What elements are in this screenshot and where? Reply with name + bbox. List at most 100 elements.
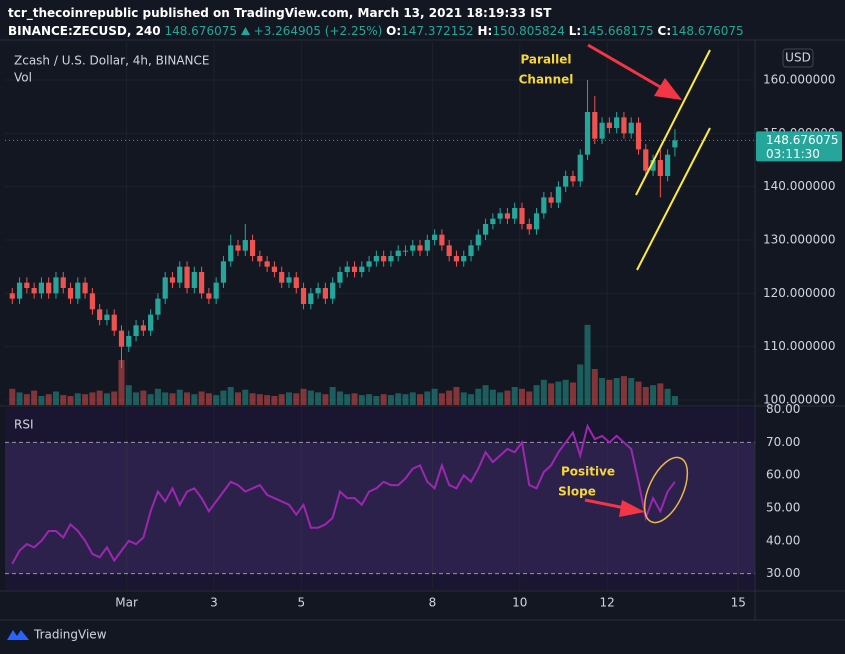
volume-bar	[96, 390, 103, 405]
candle-body	[359, 266, 365, 273]
candle-body	[584, 112, 591, 155]
rsi-tick-label: 70.00	[766, 435, 800, 449]
volume-bar	[315, 392, 322, 405]
candle-body	[38, 282, 45, 294]
volume-bar	[540, 379, 547, 405]
volume-bar	[548, 383, 555, 405]
volume-bar	[599, 378, 606, 405]
candle-body	[9, 293, 15, 299]
chart-title: Zcash / U.S. Dollar, 4h, BINANCE	[14, 54, 209, 68]
candle-body	[439, 234, 445, 246]
candle-body	[286, 277, 292, 283]
candle-body	[220, 261, 227, 283]
candle-body	[235, 245, 241, 251]
rsi-line	[11, 423, 676, 565]
volume-bar	[366, 394, 373, 405]
ohlc-label: O:	[386, 24, 402, 38]
volume-bar	[504, 390, 511, 405]
header: tcr_thecoinrepublic published on Trading…	[8, 4, 744, 40]
volume-bar	[45, 394, 52, 405]
volume-bar	[650, 385, 657, 405]
x-tick-label: 3	[210, 596, 218, 610]
candle-body	[410, 245, 416, 251]
volume-bar	[409, 392, 416, 405]
candle-body	[606, 122, 612, 129]
y-tick-label: 160.000000	[763, 73, 836, 87]
annotation-text: Channel	[519, 73, 574, 87]
candle-body	[67, 287, 74, 299]
volume-bar	[344, 394, 351, 405]
currency-box[interactable]	[782, 48, 814, 68]
ohlc-label: C:	[657, 24, 672, 38]
rsi-band	[5, 442, 755, 574]
last-price-label: 148.676075	[766, 133, 839, 147]
candle-body	[111, 314, 117, 331]
arrow-head	[654, 78, 682, 100]
change: +3.264905 (+2.25%)	[253, 24, 383, 38]
candle-body	[191, 272, 197, 288]
volume-bar	[52, 391, 59, 405]
volume-bar	[176, 389, 183, 405]
volume-bar	[671, 396, 678, 405]
candle-body	[592, 112, 598, 139]
volume-bar	[664, 388, 671, 405]
highlight-ellipse	[643, 456, 689, 524]
volume-bar	[220, 390, 227, 405]
candle-body	[82, 282, 88, 294]
ohlc-value: 150.805824	[492, 24, 565, 38]
candle-body	[162, 277, 168, 299]
volume-bar	[351, 393, 358, 405]
candle-body	[118, 330, 125, 347]
ohlc-value: 148.676075	[671, 24, 744, 38]
volume-bar	[569, 382, 576, 405]
candle-body	[563, 176, 569, 187]
ohlc-label: L:	[568, 24, 582, 38]
candle-body	[300, 287, 307, 304]
volume-bar	[453, 387, 460, 405]
volume-bar	[446, 390, 453, 405]
brand-logo	[7, 630, 29, 640]
candle-body	[75, 282, 81, 299]
candle-body	[177, 266, 183, 283]
volume-bar	[89, 392, 96, 405]
candle-body	[330, 282, 336, 299]
candle-body	[446, 245, 452, 257]
candle-body	[257, 256, 263, 262]
candle-body	[279, 272, 285, 283]
candle-body	[249, 240, 256, 257]
candle-body	[293, 277, 299, 288]
volume-bar	[373, 396, 380, 405]
volume-bar	[227, 387, 234, 405]
candle-body	[424, 240, 430, 251]
candle-body	[643, 149, 649, 171]
candle-body	[271, 266, 278, 273]
candle-body	[133, 325, 139, 336]
arrow-line	[584, 498, 626, 510]
candle-body	[461, 256, 467, 262]
up-icon	[240, 27, 250, 35]
volume-bar	[635, 381, 642, 405]
volume-bar	[169, 393, 176, 405]
volume-bar	[460, 392, 467, 405]
candle-body	[126, 335, 132, 347]
volume-bar	[9, 388, 16, 405]
candle-body	[373, 256, 379, 262]
volume-bar	[584, 324, 591, 405]
annotation-text: Slope	[558, 485, 596, 499]
y-tick-label: 130.000000	[763, 233, 836, 247]
volume-bar	[271, 396, 278, 405]
candle-body	[497, 213, 503, 219]
volume-bar	[402, 394, 409, 405]
candle-body	[308, 293, 314, 304]
candle-body	[213, 282, 219, 299]
last-price-box	[756, 131, 842, 162]
volume-bar	[468, 394, 475, 405]
candle-body	[614, 117, 620, 129]
channel-line	[636, 127, 711, 271]
y-tick-label: 110.000000	[763, 339, 836, 353]
volume-bar	[329, 387, 336, 405]
rsi-label: RSI	[14, 418, 34, 432]
candle-body	[53, 277, 59, 294]
volume-bar	[249, 393, 256, 405]
volume-bar	[191, 394, 198, 405]
